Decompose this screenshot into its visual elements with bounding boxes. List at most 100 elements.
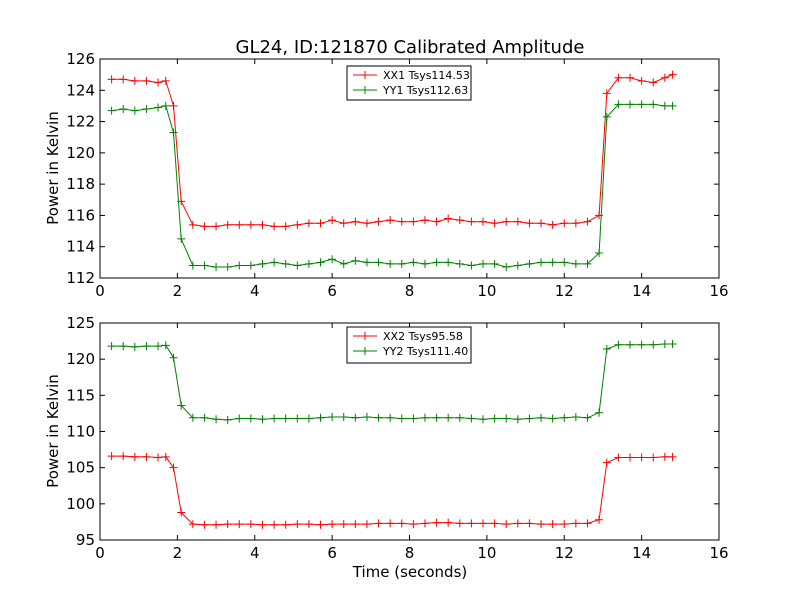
chart-top-series-0-point (560, 219, 569, 228)
chart-top-series-1-point (660, 101, 669, 110)
chart-bottom-series-1-point (479, 415, 488, 424)
chart-top-series-0-point (432, 217, 441, 226)
chart-top-series-1-point (548, 258, 557, 267)
chart-bottom-ytick-label: 110 (66, 423, 95, 441)
chart-top-series-1-point (513, 261, 522, 270)
chart-bottom-series-0-point (328, 520, 337, 529)
chart-top-series-0-point (637, 76, 646, 85)
chart-top-series-0-point (130, 76, 139, 85)
chart-bottom-series-0-point (351, 520, 360, 529)
chart-bottom-legend-box (346, 326, 472, 364)
chart-top-series-1-point (444, 258, 453, 267)
chart-top-legend-label-1: YY1 Tsys112.63 (382, 84, 468, 97)
chart-bottom-series-1-point (660, 339, 669, 348)
chart-top-series-1-point (161, 101, 170, 110)
chart-bottom-series-0-point (560, 520, 569, 529)
chart-top-legend-marker-0 (361, 71, 369, 79)
chart-top-xtick-label: 4 (250, 282, 260, 300)
chart-top-series-0-point (212, 222, 221, 231)
chart-top-series-1-point (351, 256, 360, 265)
chart-top-series-0-point (270, 222, 279, 231)
chart-top-series-0-point (614, 73, 623, 82)
chart-top-series-0-point (107, 75, 116, 84)
chart-top-series-1-point (339, 259, 348, 268)
chart-bottom-series-0-point (107, 452, 116, 461)
chart-top-series-1-point (177, 234, 186, 243)
chart-top-series-0-point (660, 73, 669, 82)
chart-bottom-xtick-label: 4 (250, 544, 260, 562)
chart-bottom-series-0-point (432, 518, 441, 527)
chart-top-ytick-label: 118 (66, 175, 95, 193)
chart-bottom-plot-area (107, 339, 677, 529)
chart-top-series-0-point (142, 76, 151, 85)
chart-top-series-1-point (188, 261, 197, 270)
chart-bottom-series-0-point (626, 453, 635, 462)
chart-bottom-series-0-point (467, 519, 476, 528)
chart-top-series-0-point (649, 78, 658, 87)
chart-bottom-series-0-point (668, 452, 677, 461)
chart-top-series-1-point (602, 112, 611, 121)
chart-top-series-1-point (258, 259, 267, 268)
chart-top-series-1-point (409, 258, 418, 267)
chart-bottom-xlabel: Time (seconds) (352, 563, 468, 581)
chart-bottom-axes: 0 2 4 6 8 10 12 14 16 95 100 105 110 115 120 125 (66, 314, 728, 562)
chart-top-ytick-label: 116 (66, 206, 95, 224)
chart-top-series-1-point (583, 259, 592, 268)
chart-bottom-xtick-label: 6 (327, 544, 337, 562)
chart-bottom-series-0-point (444, 518, 453, 527)
chart-bottom-series-1-point (444, 413, 453, 422)
chart-bottom-series-0-point (316, 520, 325, 529)
chart-top-ytick-label: 120 (66, 144, 95, 162)
chart-bottom-series-0-point (223, 520, 232, 529)
chart-bottom-series-0-point (595, 515, 604, 524)
chart-bottom-series-1-point (614, 340, 623, 349)
chart-top-xtick-label: 14 (632, 282, 651, 300)
chart-top: GL24, ID:121870 Calibrated Amplitude Pow… (44, 37, 729, 300)
chart-bottom-ylabel: Power in Kelvin (44, 374, 62, 488)
chart-top-series-1-point (668, 101, 677, 110)
chart-bottom-series-1-point (409, 414, 418, 423)
chart-top-series-0-point (537, 219, 546, 228)
chart-bottom-series-0-point (455, 519, 464, 528)
chart-top-ylabel: Power in Kelvin (44, 111, 62, 225)
chart-top-series-0-point (397, 217, 406, 226)
chart-top-xtick-label: 2 (173, 282, 183, 300)
chart-bottom-series-0-point (177, 508, 186, 517)
chart-top-series-1-point (362, 258, 371, 267)
chart-bottom-series-1-point (339, 413, 348, 422)
chart-bottom-series-1-point (200, 413, 209, 422)
chart-top-ytick-label: 122 (66, 113, 95, 131)
chart-bottom-series-1-point (281, 414, 290, 423)
chart-bottom-series-0-point (525, 519, 534, 528)
chart-top-series-0-point (479, 217, 488, 226)
chart-bottom-series-1-point (161, 341, 170, 350)
chart-bottom-series-1-point (432, 413, 441, 422)
chart-top-series-0-point (169, 101, 178, 110)
chart-bottom-series-0-point (130, 452, 139, 461)
chart-top-series-1-point (293, 261, 302, 270)
chart-bottom-series-0-point (169, 463, 178, 472)
chart-bottom-ytick-label: 115 (66, 386, 95, 404)
chart-top-series-0-point (444, 214, 453, 223)
chart-bottom-series-1-point (420, 413, 429, 422)
chart-top-series-0-point (188, 220, 197, 229)
chart-top-series-1-point (235, 261, 244, 270)
chart-bottom-series-0-point (339, 520, 348, 529)
chart-top-series-1-point (328, 255, 337, 264)
chart-bottom-series-0-point (258, 520, 267, 529)
chart-bottom-series-1-point (560, 413, 569, 422)
chart-bottom-series-1-point (130, 342, 139, 351)
chart-top-series-0-point (455, 216, 464, 225)
chart-top-series-0-point (351, 217, 360, 226)
chart-bottom-legend-marker-1 (361, 347, 369, 355)
chart-top-ytick-label: 112 (66, 269, 95, 287)
chart-top-series-0-point (490, 219, 499, 228)
chart-bottom-series-1-point (328, 413, 337, 422)
chart-bottom-series-1-point (188, 413, 197, 422)
chart-bottom-series-0-point (386, 519, 395, 528)
chart-bottom-series-1-point (513, 415, 522, 424)
chart-top-series-1-point (142, 105, 151, 114)
chart-top-series-0-point (161, 76, 170, 85)
chart-bottom-ytick-label: 120 (66, 350, 95, 368)
chart-bottom-series-1-point (270, 414, 279, 423)
